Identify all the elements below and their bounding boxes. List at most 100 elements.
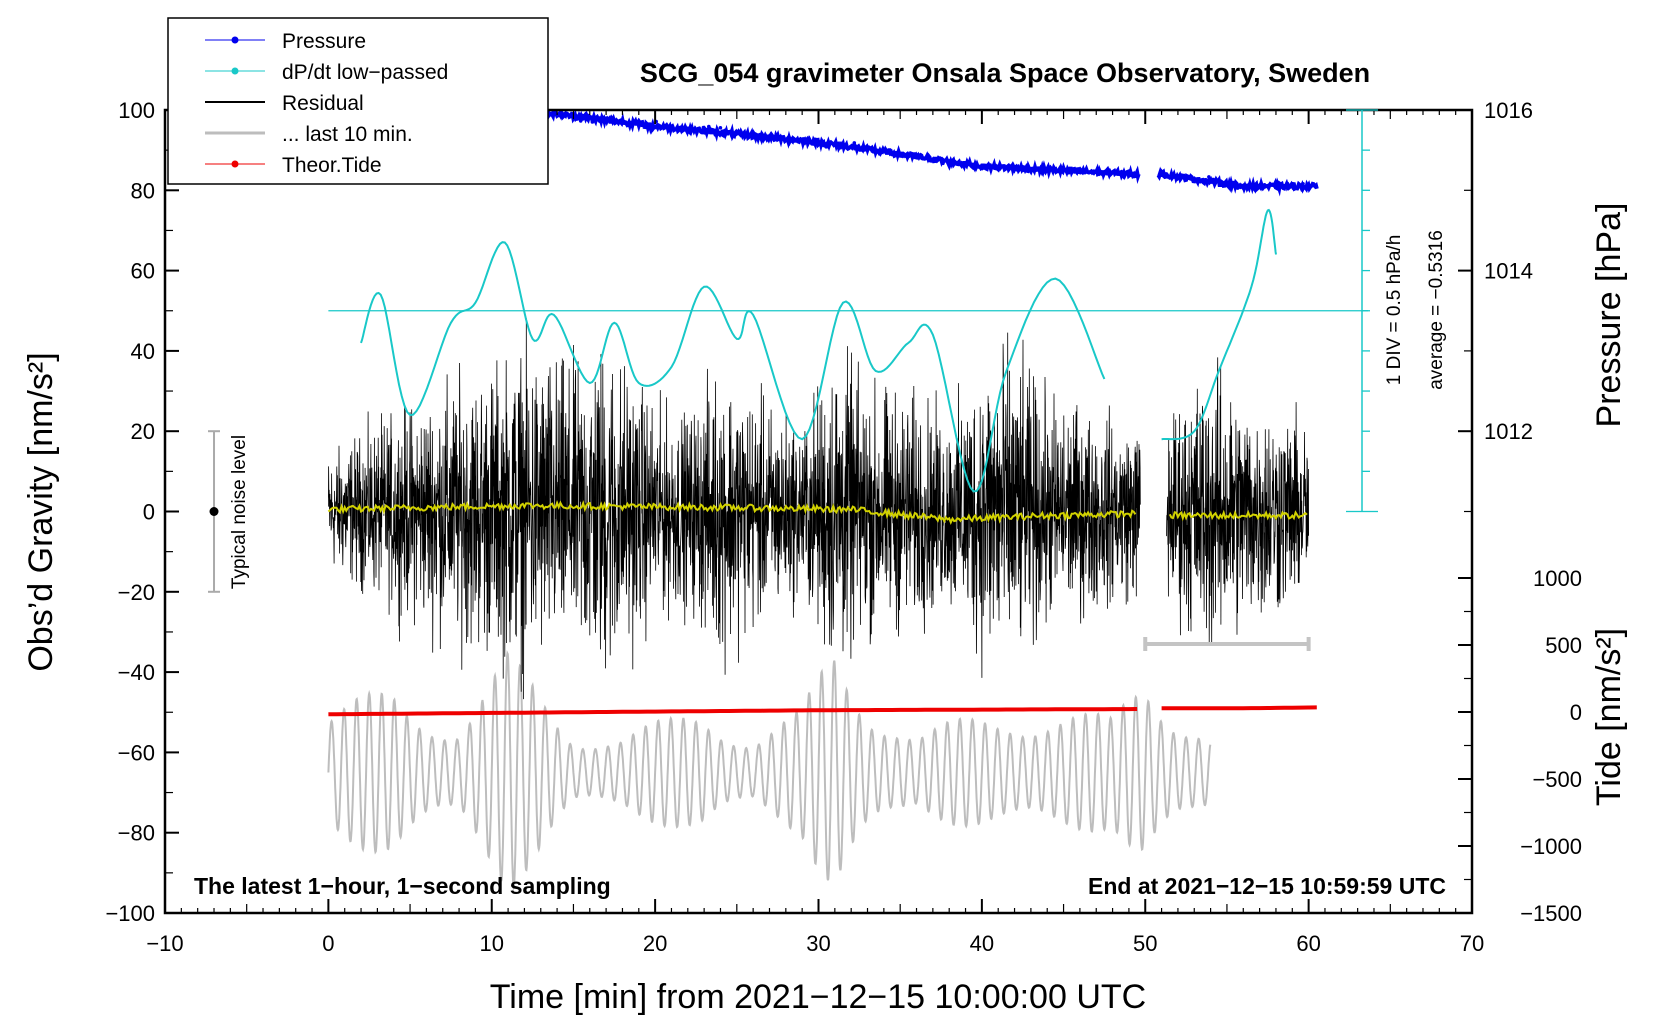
pressure-point <box>590 120 595 124</box>
noise-bar-group <box>208 430 221 593</box>
pressure-point <box>852 141 857 145</box>
legend-marker-tide <box>231 160 239 168</box>
legend: Pressure dP/dt low−passed Residual ... l… <box>167 17 549 185</box>
dpdt-line-segment <box>1161 208 1277 441</box>
x-tick-label: 0 <box>322 931 334 956</box>
pressure-point <box>701 125 706 130</box>
y-tick-label-gravity: 0 <box>143 500 155 525</box>
dpdt-scale-label: 1 DIV = 0.5 hPa/h <box>1384 235 1405 386</box>
tide-series-group <box>328 705 1317 717</box>
residual-smoothed-segment <box>1168 509 1308 522</box>
tide-line-segment <box>328 707 1138 717</box>
tide-tick-label: −1000 <box>1520 834 1582 859</box>
y-tick-label-gravity: −60 <box>118 740 155 765</box>
pressure-point <box>718 126 723 130</box>
y-tick-label-gravity: 80 <box>131 178 155 203</box>
pressure-point <box>842 143 847 147</box>
residual-line-segment <box>328 318 1141 700</box>
legend-label-pressure: Pressure <box>282 30 366 53</box>
residual-series-group <box>328 318 1309 700</box>
tide-tick-label: −500 <box>1532 767 1582 792</box>
y-tick-label-gravity: −80 <box>118 821 155 846</box>
noise-bar-center <box>209 507 219 516</box>
legend-marker-pressure <box>231 36 239 44</box>
pressure-point <box>1262 185 1266 189</box>
pressure-point <box>1207 175 1211 179</box>
pressure-point <box>1129 173 1134 178</box>
x-axis-title: Time [min] from 2021−12−15 10:00:00 UTC <box>490 978 1146 1016</box>
x-tick-label: 40 <box>970 931 994 956</box>
y-tick-label-gravity: −20 <box>118 580 155 605</box>
pressure-point <box>578 119 583 123</box>
y-tick-label-gravity: 20 <box>131 419 155 444</box>
last-10-min-series-group <box>327 650 1212 891</box>
pressure-point <box>1004 165 1008 169</box>
y-tick-label-gravity: 100 <box>118 98 155 123</box>
chart-title: SCG_054 gravimeter Onsala Space Observat… <box>640 58 1370 88</box>
legend-item-dpdt: dP/dt low−passed <box>205 61 448 84</box>
dpdt-line-segment <box>360 241 1106 493</box>
pressure-point <box>824 145 828 149</box>
legend-item-last10: ... last 10 min. <box>205 123 413 146</box>
residual-smoothed-segment <box>327 500 1137 525</box>
pressure-point <box>1235 186 1240 190</box>
residual-smoothed-series-group <box>327 500 1308 525</box>
axes-group: −10 0 10 20 30 40 50 60 70100806040200−20−40−60−… <box>105 98 1582 956</box>
last-10-min-line <box>327 650 1212 891</box>
dpdt-average-label: average = −0.5316 <box>1426 230 1447 390</box>
pressure-point <box>707 124 711 129</box>
x-tick-label: 50 <box>1133 931 1157 956</box>
legend-item-pressure: Pressure <box>205 30 366 53</box>
x-tick-label: 70 <box>1460 931 1484 956</box>
window-bar-group <box>1143 636 1311 651</box>
dpdt-scale-axis <box>1346 109 1378 513</box>
pressure-tick-label: 1016 <box>1484 98 1533 123</box>
pressure-point <box>936 157 941 161</box>
pressure-point <box>1229 180 1233 185</box>
legend-label-tide: Theor.Tide <box>282 154 382 177</box>
pressure-point <box>767 134 772 139</box>
pressure-point <box>941 161 945 166</box>
pressure-point <box>619 120 623 124</box>
y-axis-title-gravity: Obs’d Gravity [nm/s²] <box>22 352 60 671</box>
legend-label-residual: Residual <box>282 92 364 115</box>
legend-label-last10: ... last 10 min. <box>282 123 413 146</box>
pressure-point <box>853 146 857 150</box>
y-tick-label-gravity: 60 <box>131 259 155 284</box>
x-tick-label: −10 <box>146 931 183 956</box>
pressure-line-segment <box>443 110 1141 185</box>
pressure-point <box>1020 168 1025 173</box>
legend-marker-dpdt <box>231 67 239 75</box>
legend-label-dpdt: dP/dt low−passed <box>282 61 448 84</box>
tide-tick-label: −1500 <box>1520 901 1582 926</box>
tide-tick-label: 0 <box>1570 700 1582 725</box>
pressure-point <box>1301 182 1305 186</box>
pressure-line-segment <box>1156 166 1319 197</box>
pressure-point <box>1065 169 1070 173</box>
x-tick-label: 60 <box>1296 931 1320 956</box>
legend-item-residual: Residual <box>205 92 364 115</box>
residual-line-segment <box>1166 357 1309 646</box>
legend-item-tide: Theor.Tide <box>205 154 382 177</box>
note-end-time: End at 2021−12−15 10:59:59 UTC <box>1088 873 1446 899</box>
dpdt-series-group <box>360 208 1277 493</box>
y-axis-title-tide: Tide [nm/s²] <box>1590 628 1628 806</box>
x-tick-label: 30 <box>806 931 830 956</box>
tide-line-segment <box>1161 705 1317 711</box>
note-sampling: The latest 1−hour, 1−second sampling <box>194 873 611 899</box>
pressure-tick-label: 1014 <box>1484 259 1533 284</box>
pressure-series-group <box>443 110 1319 197</box>
noise-level-label: Typical noise level <box>229 435 250 589</box>
pressure-tick-label: 1012 <box>1484 419 1533 444</box>
tide-tick-label: 1000 <box>1533 566 1582 591</box>
tide-tick-label: 500 <box>1545 633 1582 658</box>
y-tick-label-gravity: −40 <box>118 660 155 685</box>
y-tick-label-gravity: −100 <box>105 901 155 926</box>
x-tick-label: 20 <box>643 931 667 956</box>
y-axis-title-pressure: Pressure [hPa] <box>1590 203 1628 428</box>
pressure-point <box>1258 184 1262 188</box>
x-tick-label: 10 <box>480 931 504 956</box>
pressure-point <box>1164 172 1169 176</box>
y-tick-label-gravity: 40 <box>131 339 155 364</box>
